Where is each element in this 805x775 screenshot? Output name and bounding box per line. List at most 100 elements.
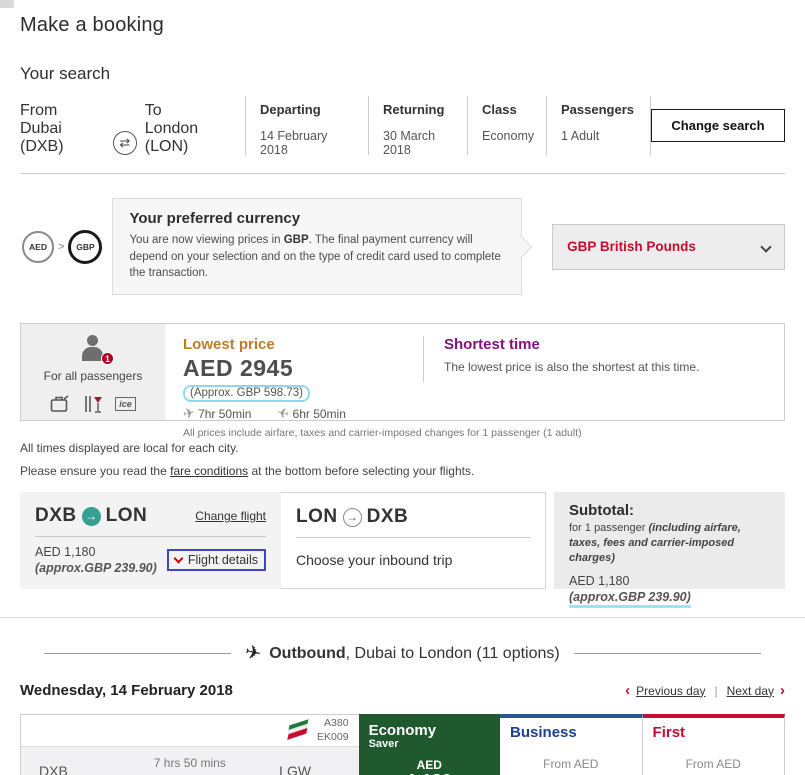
amenity-icons: ice [50,395,136,413]
lowest-price-title: Lowest price [183,336,275,354]
durations-row: ✈ 7hr 50min ✈ 6hr 50min [181,403,423,423]
panel-divider [423,336,424,383]
previous-day-link[interactable]: Previous day [636,683,706,698]
passengers-caption: For all passengers [43,369,143,384]
chevron-down-red-icon [173,553,184,564]
result-date: Wednesday, 14 February 2018 [20,682,233,700]
currency-dropdown-value: GBP British Pounds [567,239,696,254]
returning-column: Returning 30 March 2018 [369,94,467,157]
date-navigation-row: Wednesday, 14 February 2018 ‹ Previous d… [20,682,785,699]
to-label: To [144,102,162,119]
outbound-to-code: LON [105,505,148,527]
emirates-flag-icon [285,719,312,740]
currency-body-part2: . The final payment currency will depend… [129,234,501,280]
currency-body-bold: GBP [283,234,309,246]
currency-body-part1: You are now viewing prices in [129,234,284,246]
subtotal-card: Subtotal: for 1 passenger (including air… [554,492,785,608]
fare-conditions-link[interactable]: fare conditions [170,464,249,479]
inbound-to-code: DXB [366,506,409,528]
card-divider [35,536,266,538]
departing-column: Departing 14 February 2018 [246,94,368,157]
subtotal-caption: for 1 passenger (including airfare, taxe… [569,522,741,564]
card-divider [296,537,530,539]
departure-block: DXB 14:35 [39,763,100,775]
passengers-value: 1 Adult [561,129,600,143]
gbp-badge-icon: GBP [68,229,103,264]
fare-first[interactable]: First From AED 14,350 [642,714,786,775]
local-times-note: All times displayed are local for each c… [20,441,239,456]
dining-icon [85,396,103,413]
flight-times-row: DXB 14:35 7 hrs 50 mins ✈ Non-stop LGW 1… [21,747,359,775]
next-day-link[interactable]: Next day [726,683,774,698]
outbound-duration: ✈ 7hr 50min [181,403,252,423]
subtotal-approx-highlight: (approx.GBP 239.90) [569,590,691,608]
nav-separator: | [714,683,718,698]
swap-wrap: ⇄ [109,94,145,157]
outbound-price-line: AED 1,180 (approx.GBP 239.90) Flight det… [35,545,266,575]
day-navigation: ‹ Previous day | Next day › [625,683,785,698]
flight-number: EK009 [317,730,349,743]
business-cabin-label: Business [510,724,577,742]
class-value: Economy [482,129,535,143]
greater-than-icon: > [58,240,65,253]
inbound-duration: ✈ 6hr 50min [276,403,346,423]
economy-tier-label: Saver [368,738,399,751]
to-value: London (LON) [144,120,199,155]
departing-label: Departing [260,102,321,117]
flight-identity-strip: A380 EK009 [21,715,359,748]
subtotal-title: Subtotal: [569,502,634,520]
route-arrow-icon: → [81,506,101,526]
from-label: From [20,102,58,119]
outbound-price: AED 1,180 [35,545,96,560]
plane-icon: ✈ [243,641,264,666]
approx-gbp-highlight: (Approx. GBP 598.73) [183,385,310,403]
change-flight-link[interactable]: Change flight [195,509,266,524]
flight-details-button[interactable]: Flight details [166,549,266,572]
currency-section: AED > GBP Your preferred currency You ar… [20,198,785,296]
scroll-artifact [0,0,14,8]
business-from-label: From AED [543,757,599,772]
aircraft-type: A380 [324,717,349,730]
page-title: Make a booking [20,14,165,36]
inbound-from-code: LON [296,506,338,528]
passenger-count-badge: 1 [101,352,114,366]
decor-line [573,653,762,655]
returning-label: Returning [383,102,445,117]
arrival-code: LGW [279,762,312,775]
inbound-prompt: Choose your inbound trip [296,552,453,569]
class-column: Class Economy [468,94,546,157]
currency-dropdown[interactable]: GBP British Pounds [552,223,785,270]
outbound-price-block: AED 1,180 (approx.GBP 239.90) [35,545,157,575]
flight-info-panel: A380 EK009 DXB 14:35 7 hrs 50 mins ✈ Non [20,714,359,775]
aed-badge-icon: AED [22,230,54,263]
economy-price-block: AED 1,180 Lowest price [369,758,490,775]
fare-business[interactable]: Business From AED 6,900 [500,714,643,775]
outbound-route: DXB → LON Change flight [35,505,266,527]
outbound-trip-card: DXB → LON Change flight AED 1,180 (appro… [20,492,281,590]
baggage-icon [50,395,69,412]
business-price: 6,900 [510,772,631,775]
returning-value: 30 March 2018 [383,129,436,157]
from-column: From Dubai (DXB) [20,94,109,157]
segment-middle: 7 hrs 50 mins ✈ Non-stop [100,756,279,775]
fare-economy-saver[interactable]: Economy Saver AED 1,180 Lowest price [358,714,501,775]
currency-body: You are now viewing prices in GBP. The f… [129,232,505,282]
class-label: Class [482,102,517,117]
swap-icon[interactable]: ⇄ [112,131,137,155]
first-price: 14,350 [653,772,774,775]
plane-gray-icon: ✈ [110,772,126,775]
departing-value: 14 February 2018 [260,129,328,157]
passengers-panel: 1 For all passengers ice [21,324,165,421]
change-search-button[interactable]: Change search [651,109,785,142]
column-divider [467,96,468,155]
first-from-label: From AED [685,757,741,772]
business-price-block: From AED 6,900 [510,757,631,775]
notes-block: All times displayed are local for each c… [20,441,785,478]
flight-duration: 7 hrs 50 mins [153,755,226,770]
flight-result-card: A380 EK009 DXB 14:35 7 hrs 50 mins ✈ Non [20,714,786,775]
chevron-left-icon: ‹ [625,682,631,700]
first-cabin-label: First [652,724,686,742]
inbound-trip-card[interactable]: LON → DXB Choose your inbound trip [281,492,546,590]
segment-graphic: ✈ [110,772,269,775]
column-divider [245,96,246,155]
